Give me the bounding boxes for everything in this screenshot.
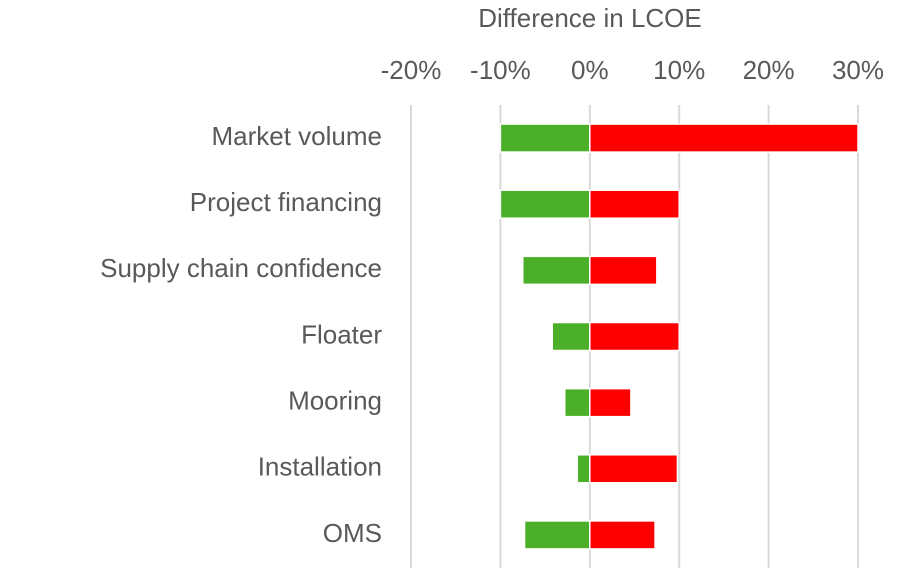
bar	[589, 387, 632, 418]
x-tick-label: 0%	[571, 55, 609, 85]
y-tick-label: Project financing	[190, 187, 382, 217]
x-tick-label: 30%	[832, 55, 884, 85]
bar	[499, 189, 591, 219]
bar	[589, 454, 679, 484]
bar	[523, 520, 591, 550]
bar	[589, 520, 656, 550]
bar	[499, 123, 591, 153]
bar	[551, 321, 591, 352]
bar	[589, 189, 680, 219]
y-tick-label: Floater	[301, 319, 382, 349]
x-tick-label: 20%	[743, 55, 795, 85]
bar	[576, 454, 591, 484]
y-tick-label: Supply chain confidence	[100, 253, 382, 283]
bar	[589, 321, 680, 352]
bar	[564, 387, 591, 418]
y-tick-label: OMS	[323, 518, 382, 548]
x-tick-label: -20%	[381, 55, 442, 85]
y-tick-label: Mooring	[288, 386, 382, 416]
chart-title: Difference in LCOE	[478, 3, 702, 33]
bar	[589, 255, 658, 286]
bar	[589, 123, 859, 153]
y-tick-label: Installation	[258, 452, 382, 482]
x-tick-label: -10%	[470, 55, 531, 85]
bar	[522, 255, 591, 286]
x-tick-label: 10%	[653, 55, 705, 85]
y-tick-label: Market volume	[212, 121, 383, 151]
